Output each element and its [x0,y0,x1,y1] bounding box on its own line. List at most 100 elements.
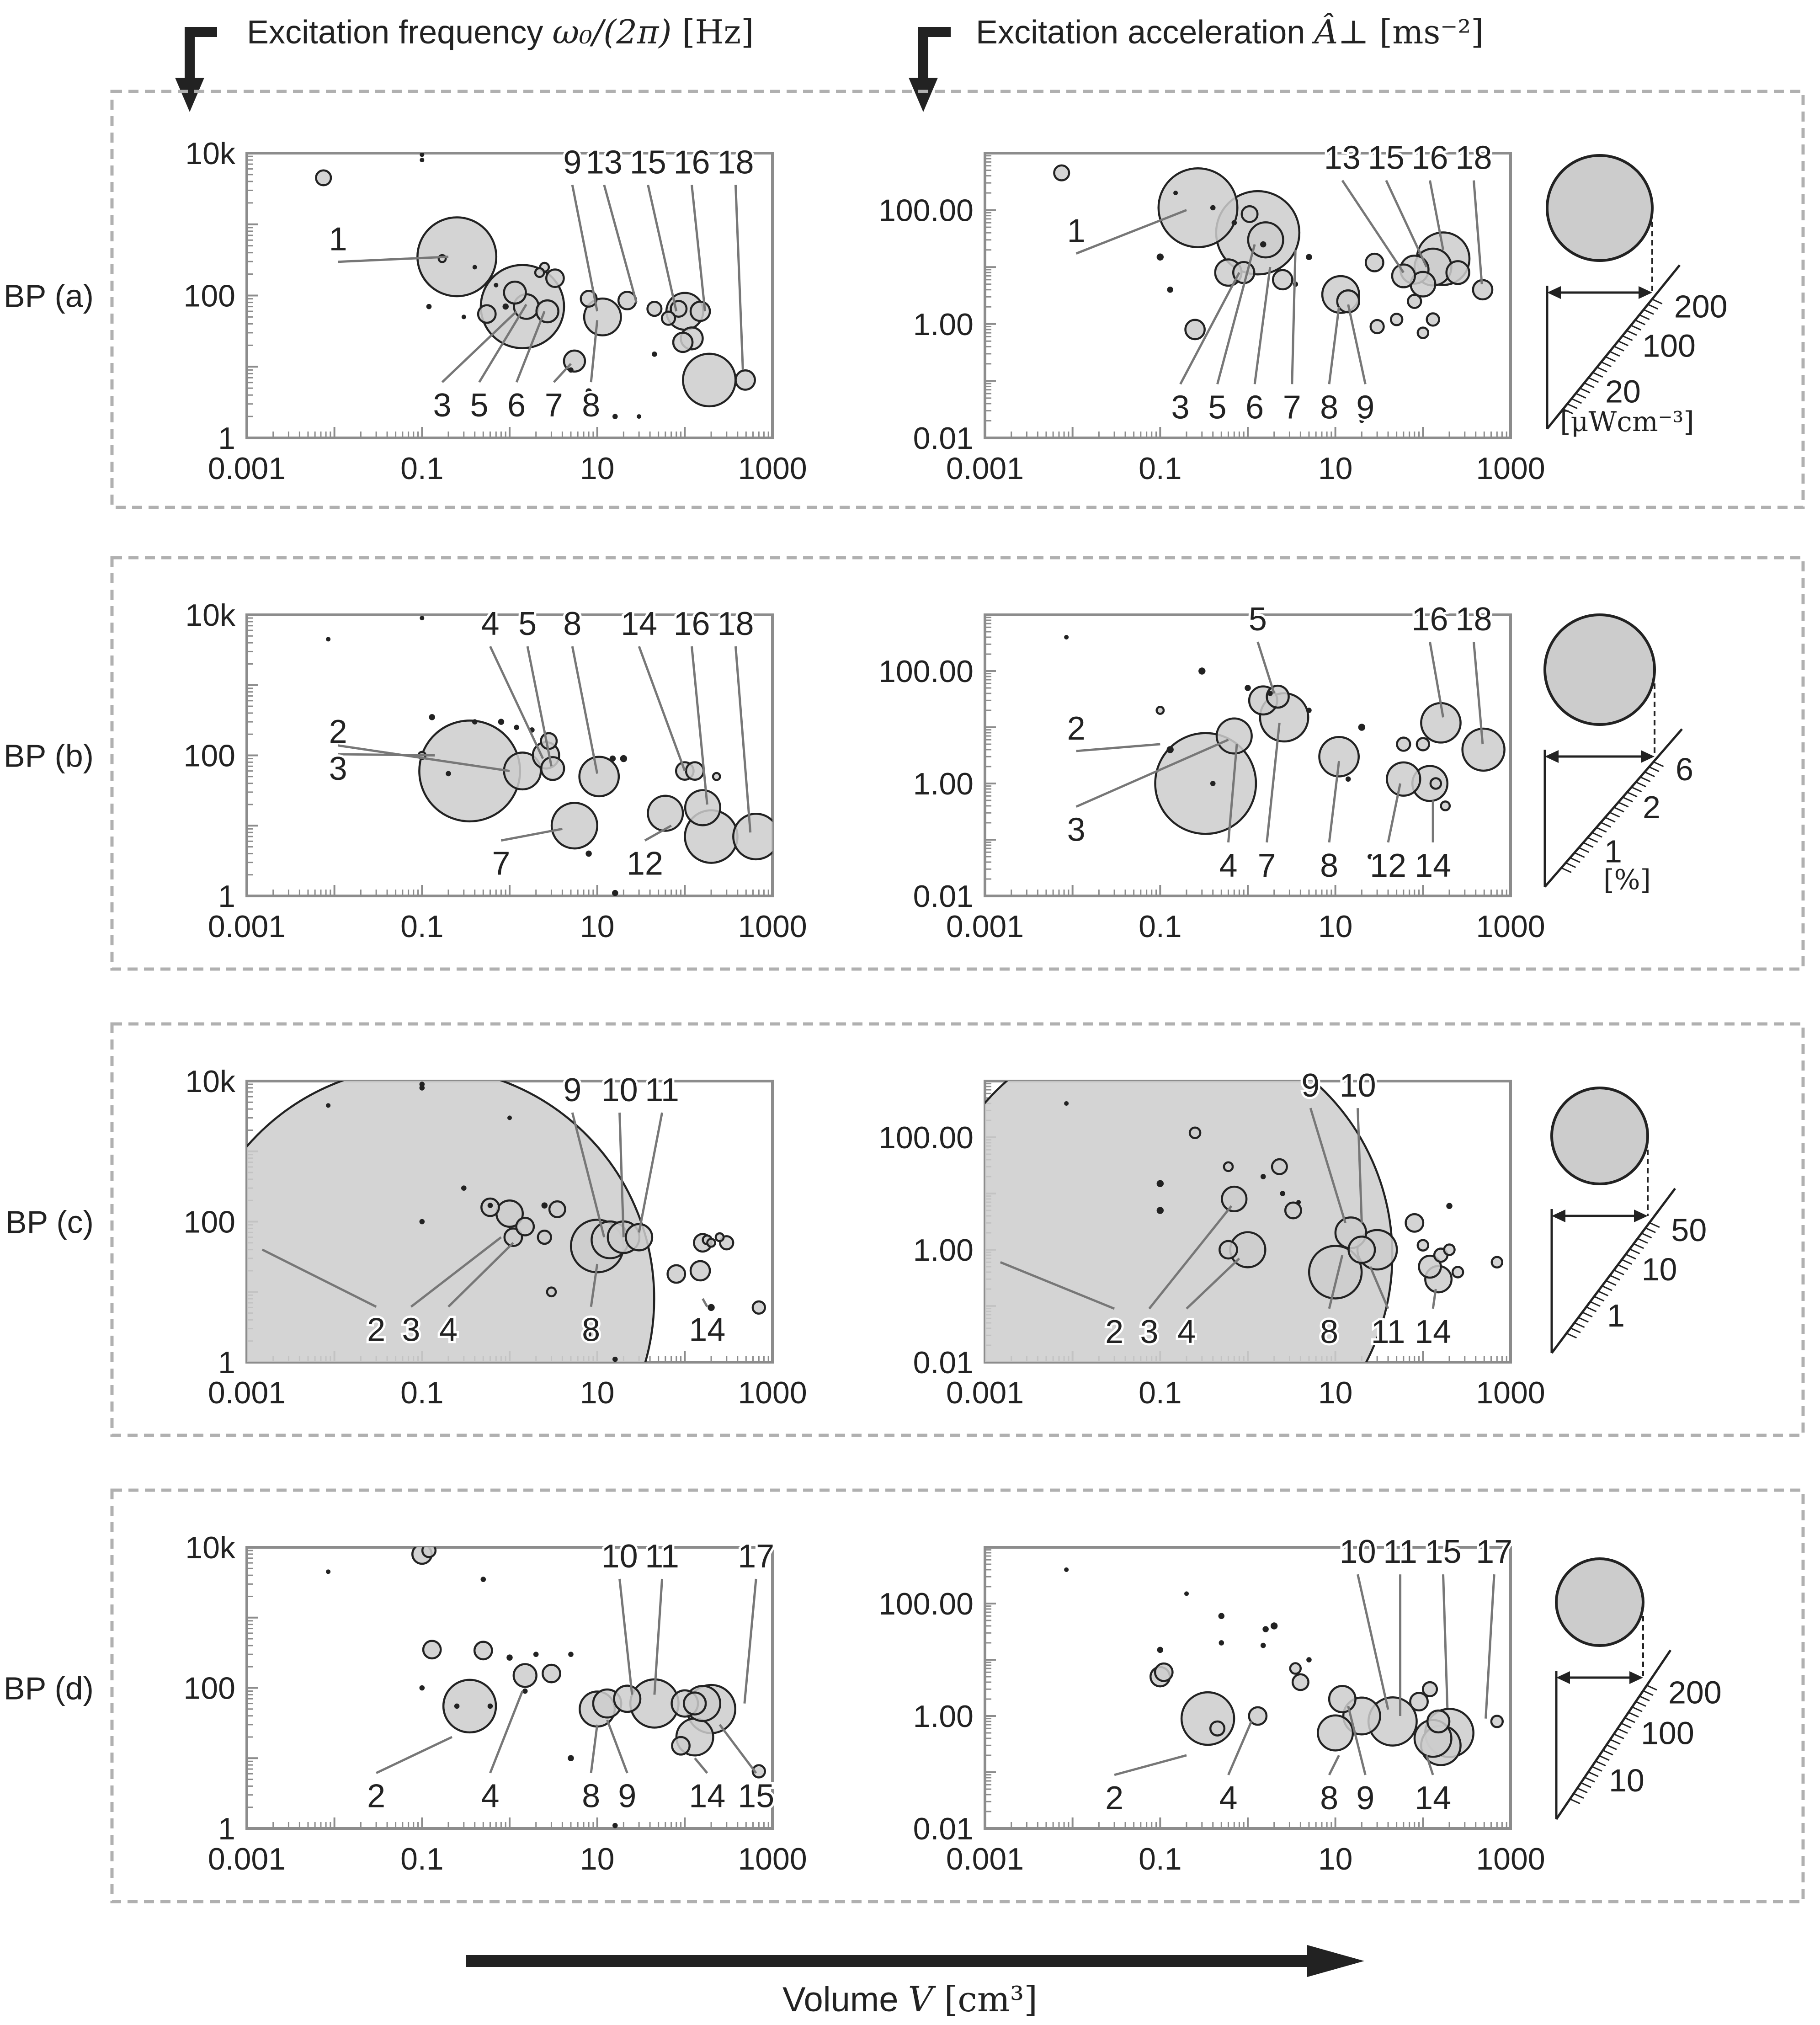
legend-scale-tick [1601,361,1612,368]
annotation-label: 4 [1177,1314,1196,1350]
legend-width-arrow-left [1556,1671,1570,1684]
annotation-label: 4 [1219,847,1237,884]
y-tick-label: 10k [185,1064,236,1099]
legend-scale-tick [1645,1227,1656,1233]
annotation-leader [1472,641,1484,745]
bubble-point [534,267,545,278]
annotation-leader [1429,641,1444,718]
annotation-leader [1425,1755,1434,1775]
annotation-label: 1 [329,221,347,258]
bubble-point [685,761,705,781]
acc-header-arrow-shaft [918,27,951,78]
annotation-label: 4 [481,606,499,642]
legend-scale-tick [1578,1316,1589,1323]
bubble-point [1260,1174,1266,1179]
volume-label: Volume [782,1980,908,2019]
bubble-point [540,756,565,781]
x-tick-label: 0.001 [946,1375,1024,1410]
x-tick-label: 0.1 [400,451,444,486]
annotation-label: 6 [507,387,526,424]
legend-tick-label: 200 [1668,1675,1722,1711]
legend-tick-label: 200 [1674,288,1728,324]
bubble-point [682,1691,707,1716]
bubble-point [1156,1207,1164,1214]
bubble-point [1345,776,1351,782]
annotation-leader [1114,1754,1187,1776]
bubble-point [1271,1158,1288,1175]
annotation-label: 10 [1340,1534,1376,1570]
bubble-point [1409,1692,1429,1712]
bubble-point [1318,735,1360,778]
annotation-label: 15 [630,144,666,181]
bubble-point [1270,1622,1278,1630]
bubble-point [637,414,642,419]
bubble-point [612,414,618,419]
annotation-leader [1369,1266,1389,1309]
legend-scale-tick [1590,1301,1601,1307]
bubble-point [472,265,477,270]
annotation-label: 7 [492,846,510,882]
y-tick-label: 100.00 [878,1120,974,1155]
bubble-point [1064,1101,1069,1106]
bubbles [1053,164,1494,423]
bubble-point [1407,293,1422,309]
y-tick-label: 0.01 [913,1812,974,1846]
bubble-point [1219,1640,1224,1646]
bubble-point [1188,1126,1202,1140]
bubble-point [1266,684,1290,709]
bubble-point [689,300,711,322]
bubble-point [420,153,425,157]
annotation-label: 14 [689,1312,725,1348]
plot-area [245,1546,774,1830]
bubble-point [684,789,722,826]
bubble-point [1155,706,1165,715]
bubble-point [1490,1256,1504,1269]
bubble-point [568,367,574,373]
bubble-point [512,1663,537,1688]
legend-scale-tick [1641,1232,1652,1239]
legend-scale-tick [1613,1269,1624,1275]
acc-header-unit: [ms⁻²] [1369,13,1484,51]
annotation-leader [1000,1261,1115,1310]
annotation-leader [1357,1108,1363,1223]
annotation-label: 11 [1371,1314,1405,1350]
row-label: BP (a) [4,278,94,314]
bubble-point [315,169,332,187]
legend-scale-tick [1653,761,1664,767]
legend-scale-tick [1583,842,1594,848]
bubble-point [1358,724,1366,731]
acc-header-arrow [909,27,951,112]
static-layer: Excitation frequency ω₀/(2π) [Hz] Excitat… [175,12,1484,2020]
legend-scale-tick [1634,319,1646,325]
bubble-point [583,297,622,336]
bubble-point [498,719,505,725]
legend-scale-tick [1578,847,1590,853]
annotation-label: 14 [1415,1314,1451,1350]
annotation-label: 17 [1476,1534,1512,1570]
legend-scale-tick [1618,801,1629,808]
bubble-point [612,1356,618,1362]
annotation-leader [1216,244,1256,384]
legend-scale-tick [1605,356,1616,362]
legend-scale-tick [1622,796,1634,803]
legend-scale-tick [1570,857,1581,863]
annotation-label: 9 [1356,1780,1374,1817]
legend-unit: [%] [1603,864,1651,896]
x-tick-label: 1000 [738,1842,807,1876]
annotation-label: 9 [563,144,581,181]
legend-width-arrow-right [1641,750,1655,763]
freq-header-arrow [175,27,217,112]
annotation-leader [1148,1205,1233,1310]
bubble-point [734,369,756,391]
legend-scale-tick [1610,1738,1621,1745]
bubble-point [568,1652,574,1657]
annotation-label: 5 [1249,601,1267,638]
bubbles [326,1547,766,1828]
legend-scale-tick [1652,298,1663,304]
y-tick-label: 0.01 [913,879,974,914]
x-tick-label: 0.001 [208,1375,286,1410]
annotation-leader [515,311,546,383]
bubble-point [1416,737,1430,751]
legend-scale-tick [1566,1332,1577,1339]
